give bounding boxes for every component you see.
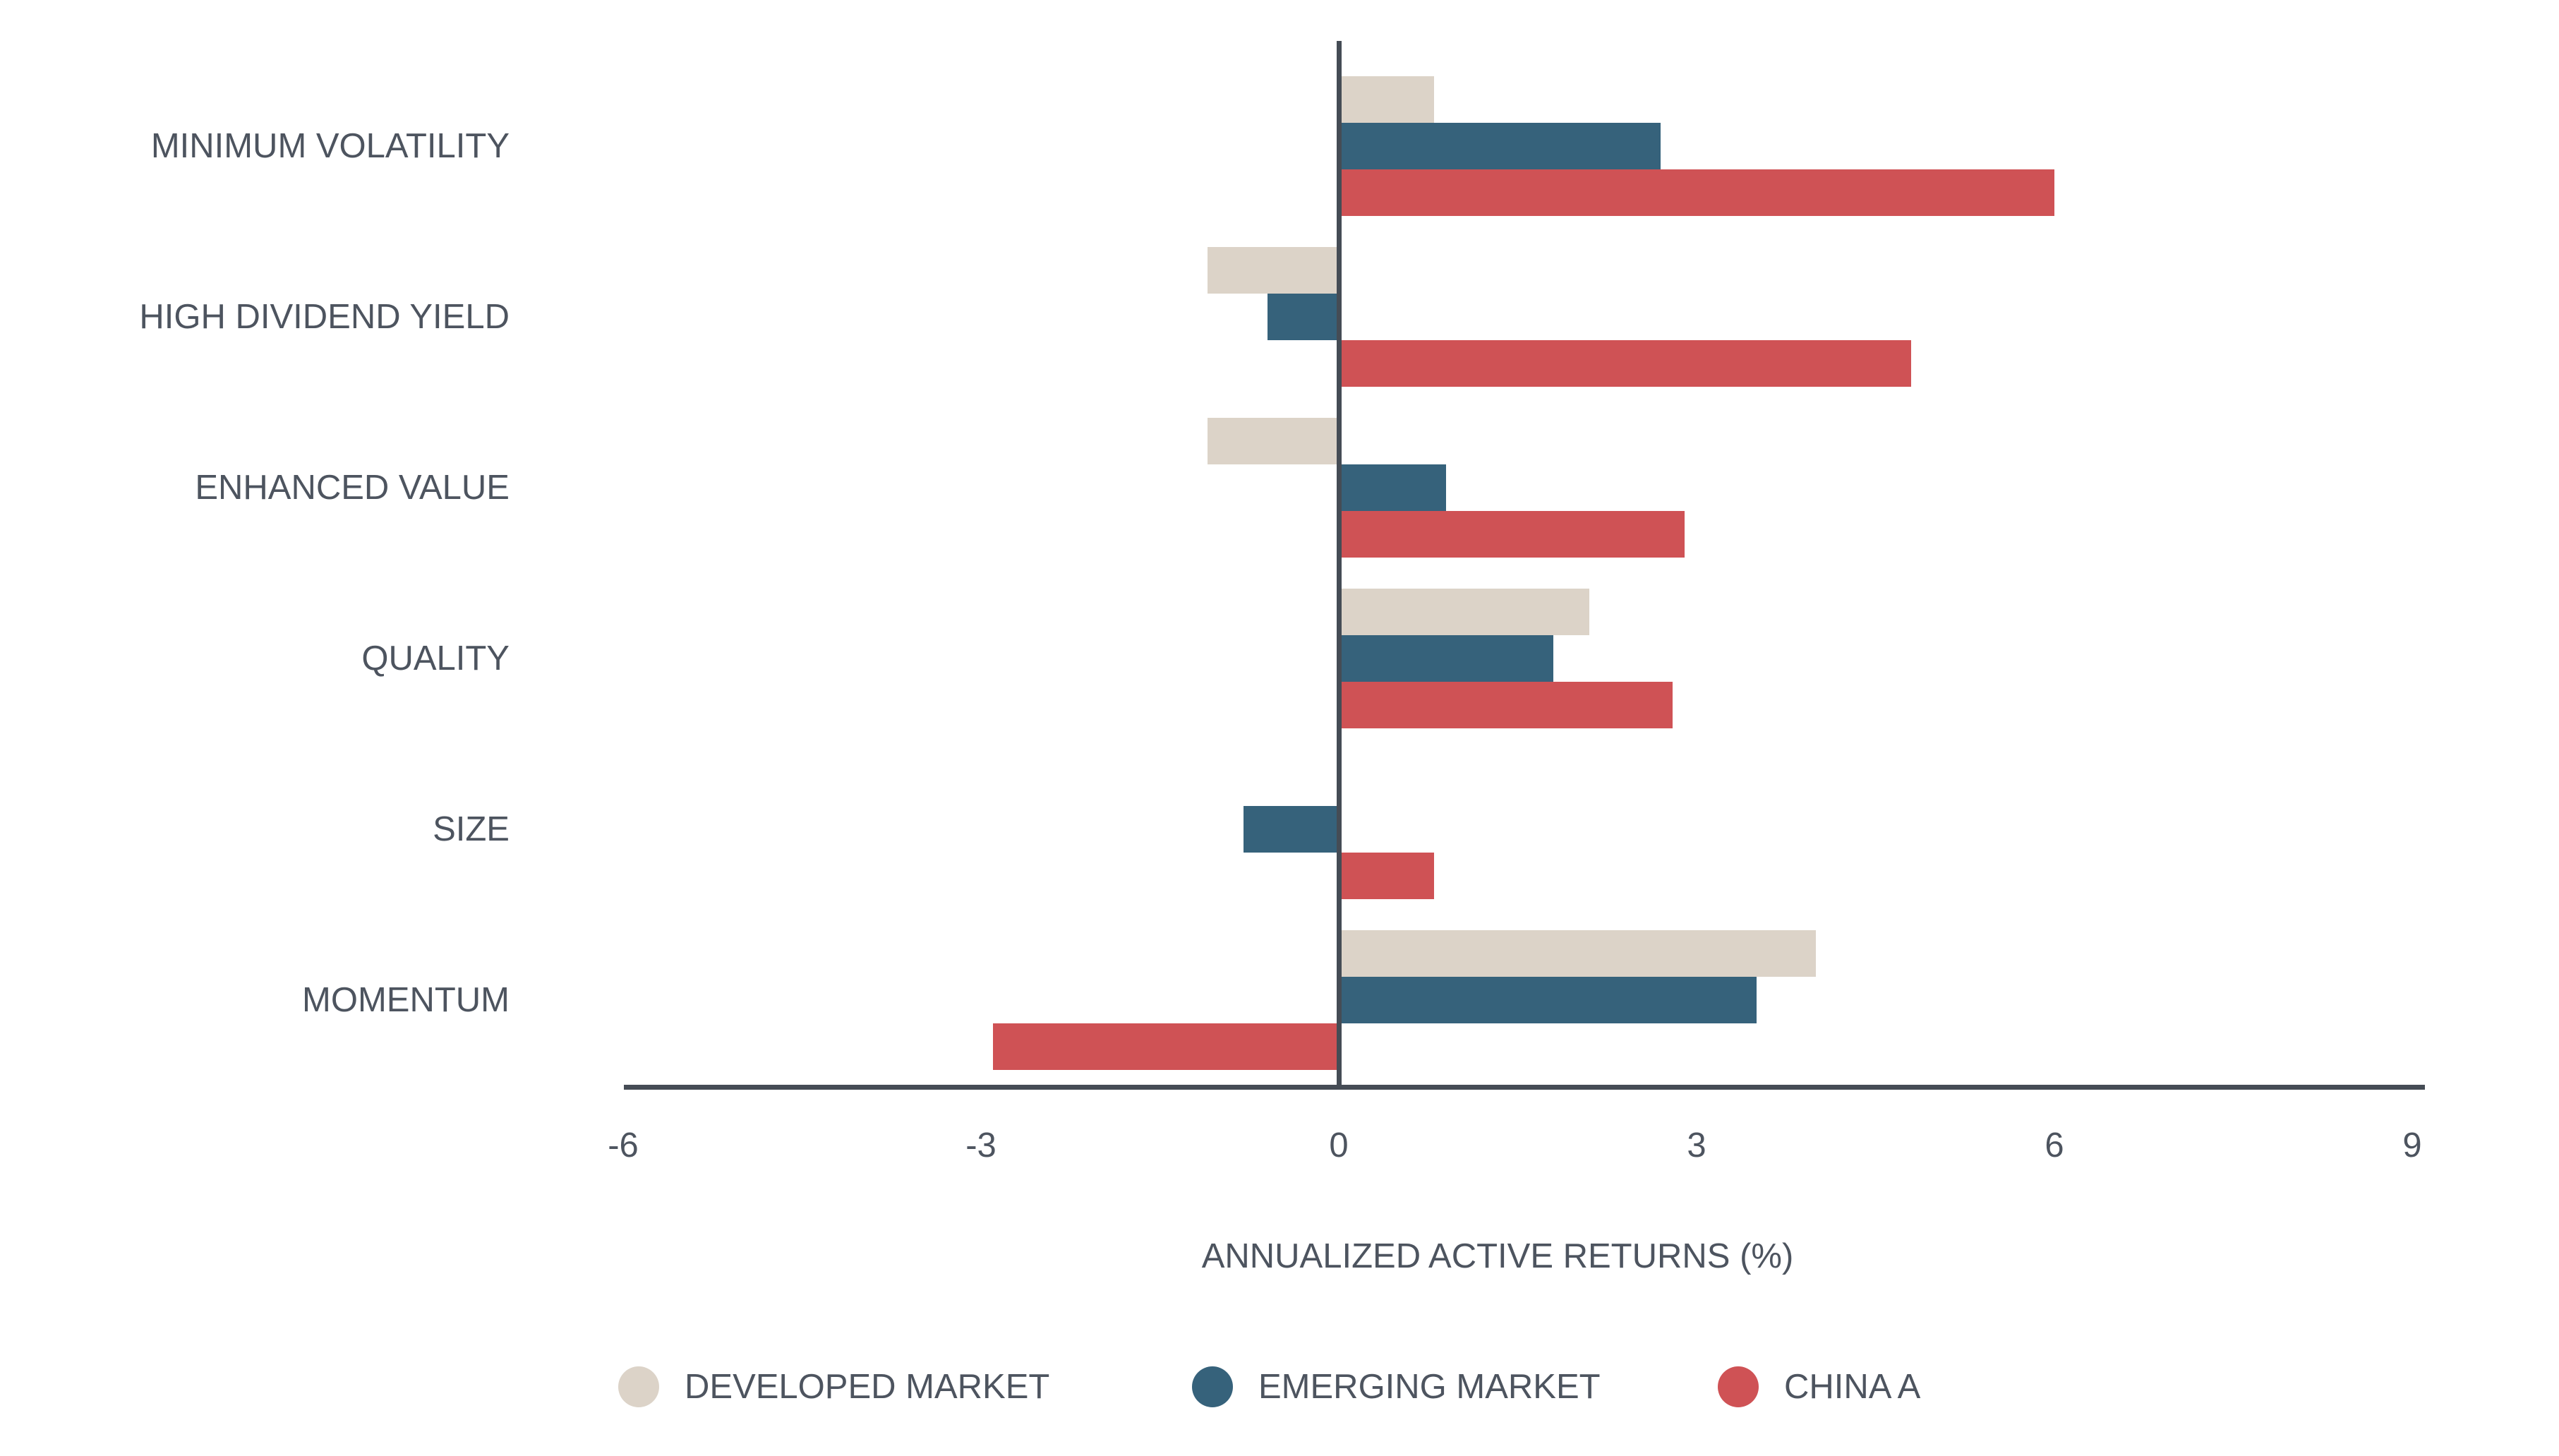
legend-label-china-a: CHINA A [1784, 1368, 1921, 1406]
category-label-size: SIZE [433, 810, 510, 848]
x-tick-label-6: 6 [2045, 1126, 2064, 1165]
legend-label-emerging-market: EMERGING MARKET [1258, 1368, 1601, 1406]
legend-dot-developed-market [618, 1366, 659, 1407]
bar-china-a-high-dividend-yield [1339, 340, 1912, 387]
x-tick-label--6: -6 [608, 1126, 639, 1165]
x-tick-label--3: -3 [965, 1126, 996, 1165]
legend-item-emerging-market: EMERGING MARKET [1192, 1366, 1601, 1407]
bar-emerging-market-quality [1339, 635, 1554, 682]
category-label-enhanced-value: ENHANCED VALUE [195, 469, 510, 507]
x-tick-label-3: 3 [1687, 1126, 1706, 1165]
category-label-momentum: MOMENTUM [302, 981, 510, 1019]
bar-emerging-market-enhanced-value [1339, 464, 1447, 511]
bar-emerging-market-minimum-volatility [1339, 123, 1661, 169]
legend-dot-china-a [1718, 1366, 1759, 1407]
bar-emerging-market-high-dividend-yield [1267, 294, 1339, 340]
legend-label-developed-market: DEVELOPED MARKET [685, 1368, 1050, 1406]
x-axis-title: ANNUALIZED ACTIVE RETURNS (%) [1201, 1237, 1794, 1275]
bar-developed-market-minimum-volatility [1339, 76, 1435, 123]
bar-china-a-quality [1339, 682, 1673, 728]
bar-china-a-size [1339, 853, 1435, 899]
category-label-high-dividend-yield: HIGH DIVIDEND YIELD [139, 298, 510, 336]
bar-emerging-market-momentum [1339, 977, 1757, 1023]
legend-item-china-a: CHINA A [1718, 1366, 1920, 1407]
bar-developed-market-high-dividend-yield [1208, 247, 1339, 294]
bar-china-a-minimum-volatility [1339, 169, 2054, 216]
x-axis-line [624, 1085, 2425, 1090]
legend-dot-emerging-market [1192, 1366, 1233, 1407]
bar-developed-market-enhanced-value [1208, 418, 1339, 464]
x-tick-label-0: 0 [1329, 1126, 1349, 1165]
bar-emerging-market-size [1243, 806, 1339, 853]
bar-china-a-enhanced-value [1339, 511, 1685, 558]
bar-developed-market-momentum [1339, 930, 1816, 977]
bar-china-a-momentum [992, 1023, 1339, 1070]
zero-baseline [1337, 41, 1342, 1090]
legend-item-developed-market: DEVELOPED MARKET [618, 1366, 1049, 1407]
category-label-quality: QUALITY [361, 639, 510, 678]
bar-developed-market-quality [1339, 589, 1589, 635]
category-label-minimum-volatility: MINIMUM VOLATILITY [150, 127, 510, 165]
x-tick-label-9: 9 [2402, 1126, 2422, 1165]
